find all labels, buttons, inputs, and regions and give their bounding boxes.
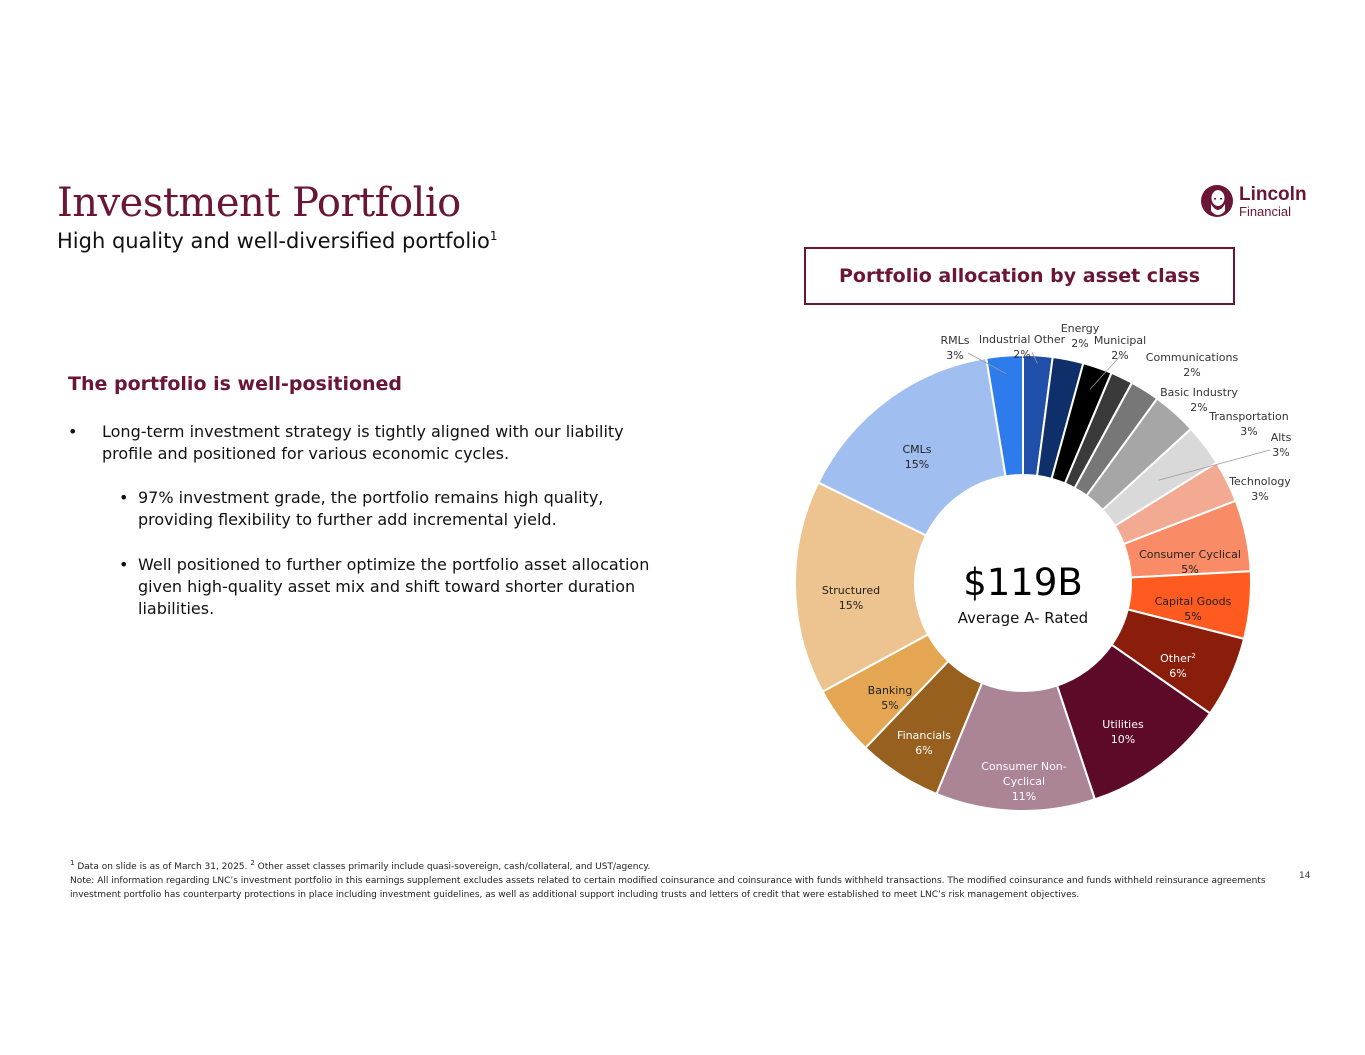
slice-cmls <box>816 356 1007 537</box>
slice-label-capital-goods: Capital Goods 5% <box>1155 595 1232 623</box>
subtitle-footnote-marker: 1 <box>489 229 498 243</box>
subbullet-text: Well positioned to further optimize the … <box>138 555 650 618</box>
footnote-marker: 1 <box>70 859 75 867</box>
subbullet-dot-icon: • <box>119 555 129 574</box>
center-value: $119B <box>963 561 1083 604</box>
subbullet-dot-icon: • <box>119 488 129 507</box>
slice-label-cmls: CMLs 15% <box>902 443 931 471</box>
leader-line-rmls <box>967 352 1007 375</box>
footnote-text: Data on slide is as of March 31, 2025. <box>77 862 248 872</box>
slice-label-communications: Communications 2% <box>1146 351 1239 379</box>
slice-structured <box>794 481 930 693</box>
logo-line1: Lincoln <box>1239 184 1307 205</box>
leader-line-alts <box>1158 449 1271 481</box>
footnote-note: Note: All information regarding LNC’s in… <box>70 876 1266 900</box>
bullet-dot-icon: • <box>68 422 78 441</box>
slice-label-utilities: Utilities 10% <box>1102 718 1144 746</box>
leader-line-industrial-other <box>1031 351 1038 364</box>
slice-labels: Industrial Other 2%Energy 2% Municipal 2% Com… <box>822 322 1292 803</box>
donut-slices <box>794 353 1252 812</box>
slice-label-energy: Energy 2% <box>1061 322 1100 350</box>
subbullet-item: • 97% investment grade, the portfolio re… <box>119 487 678 531</box>
slice-label-technology: Technology 3% <box>1228 475 1291 503</box>
donut-chart: Industrial Other 2%Energy 2% Municipal 2% Com… <box>794 322 1292 812</box>
footnotes: 1 Data on slide is as of March 31, 2025.… <box>70 856 1290 902</box>
slice-label-consumer-cyclical: Consumer Cyclical 5% <box>1139 548 1241 576</box>
center-label: Average A- Rated <box>958 609 1088 627</box>
slice-label-rmls: RMLs 3% <box>941 334 970 362</box>
slice-label-financials: Financials 6% <box>897 729 951 757</box>
leader-lines <box>967 351 1271 481</box>
slice-label-municipal: Municipal 2% <box>1094 334 1146 362</box>
subtitle-text: High quality and well-diversified portfo… <box>57 229 490 253</box>
page-title: Investment Portfolio <box>57 180 461 226</box>
footnote-line: 1 Data on slide is as of March 31, 2025.… <box>70 856 1290 874</box>
leader-line-municipal <box>1089 353 1123 390</box>
slice-label-transportation: Transportation 3% <box>1208 410 1288 438</box>
slice-rmls <box>985 353 1024 478</box>
subbullet-item: • Well positioned to further optimize th… <box>119 554 668 620</box>
slice-label-other: Other2 6% <box>1160 652 1196 680</box>
company-logo: Lincoln Financial <box>1200 181 1312 223</box>
bullet-item: • Long-term investment strategy is tight… <box>68 421 672 465</box>
logo-line2: Financial <box>1239 204 1292 219</box>
slice-label-banking: Banking 5% <box>868 684 913 712</box>
subbullet-text: 97% investment grade, the portfolio rema… <box>138 488 604 529</box>
lincoln-portrait-icon <box>1201 185 1233 217</box>
footnote-marker: 2 <box>250 859 255 867</box>
footnote-text: Other asset classes primarily include qu… <box>257 862 651 872</box>
slice-label-alts: Alts 3% <box>1271 431 1292 459</box>
chart-title: Portfolio allocation by asset class <box>804 247 1235 305</box>
logo-wordmark: Lincoln Financial <box>1239 185 1307 218</box>
bullet-text: Long-term investment strategy is tightly… <box>102 422 624 463</box>
slice-label-structured: Structured 15% <box>822 584 880 612</box>
page-number: 14 <box>1299 871 1311 881</box>
page-subtitle: High quality and well-diversified portfo… <box>57 229 498 253</box>
slice-label-basic-industry: Basic Industry 2% <box>1160 386 1238 414</box>
slice-label-industrial-other: Industrial Other 2% <box>979 333 1066 361</box>
slice-label-consumer-non-cyclical: Consumer Non-Cyclical 11% <box>981 760 1067 803</box>
section-heading: The portfolio is well-positioned <box>68 373 403 395</box>
